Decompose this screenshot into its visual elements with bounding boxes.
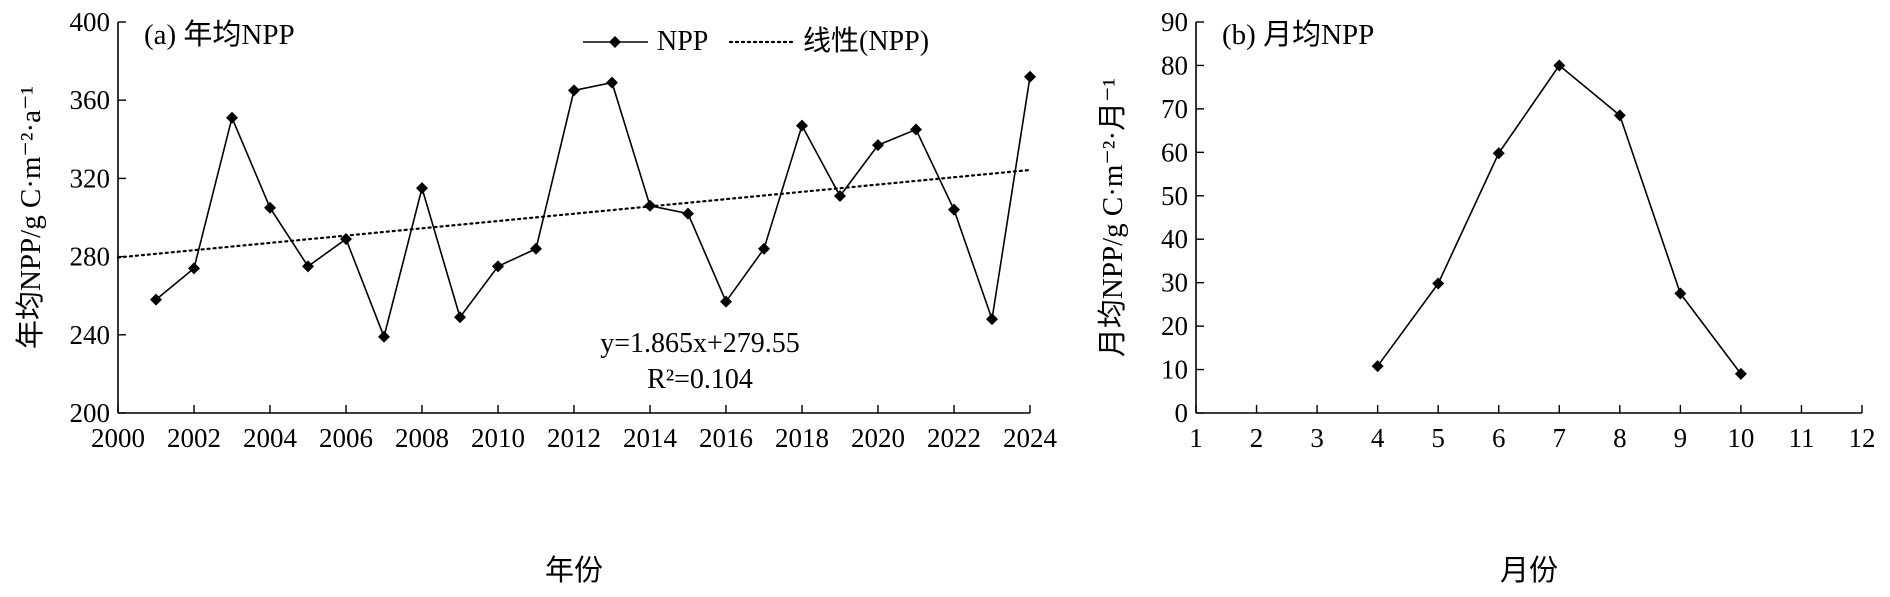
data-point — [796, 119, 808, 132]
x-tick-label: 2022 — [927, 423, 981, 453]
x-tick-label: 9 — [1674, 423, 1688, 453]
x-tick-label: 2016 — [699, 423, 753, 453]
x-axis-title: 年份 — [545, 554, 603, 587]
x-tick-label: 11 — [1788, 423, 1814, 453]
y-tick-label: 60 — [1161, 137, 1188, 167]
data-point — [1024, 70, 1036, 83]
x-tick-label: 5 — [1431, 423, 1445, 453]
data-point — [340, 233, 352, 246]
y-axis-title: 年均NPP/g C·m⁻²·a⁻¹ — [14, 86, 47, 349]
x-axis-title: 月份 — [1500, 554, 1558, 587]
r-squared: R²=0.104 — [647, 364, 753, 395]
x-tick-label: 3 — [1310, 423, 1324, 453]
regression-equation: y=1.865x+279.55 — [600, 328, 800, 359]
y-tick-label: 280 — [70, 242, 111, 272]
x-tick-label: 2024 — [1003, 423, 1058, 453]
data-point — [492, 260, 504, 273]
data-point — [568, 84, 580, 97]
y-tick-label: 0 — [1175, 398, 1189, 428]
x-tick-label: 8 — [1613, 423, 1627, 453]
x-tick-label: 2014 — [623, 423, 678, 453]
data-point — [1371, 360, 1384, 373]
x-tick-label: 7 — [1553, 423, 1567, 453]
legend-label-linear: 线性(NPP) — [803, 25, 929, 57]
x-tick-label: 6 — [1492, 423, 1506, 453]
x-tick-label: 2010 — [471, 423, 525, 453]
x-tick-label: 2018 — [775, 423, 829, 453]
data-point — [1734, 367, 1747, 380]
data-point — [150, 293, 162, 306]
series-line — [155, 76, 1031, 340]
x-tick-label: 2 — [1250, 423, 1264, 453]
data-point — [1553, 59, 1566, 72]
y-tick-label: 240 — [70, 320, 111, 350]
panel-title: (a) 年均NPP — [144, 18, 295, 51]
y-tick-label: 70 — [1161, 94, 1188, 124]
data-point — [1674, 287, 1687, 300]
y-tick-label: 10 — [1161, 355, 1188, 385]
data-point — [720, 295, 732, 308]
x-tick-label: 2002 — [167, 423, 221, 453]
x-tick-label: 2008 — [395, 423, 449, 453]
data-point — [1613, 109, 1626, 122]
panel-title: (b) 月均NPP — [1222, 18, 1374, 51]
x-tick-label: 1 — [1189, 423, 1203, 453]
y-tick-label: 320 — [70, 163, 111, 193]
y-tick-label: 40 — [1161, 224, 1188, 254]
x-tick-label: 2020 — [851, 423, 905, 453]
data-point — [834, 189, 846, 202]
x-tick-label: 2004 — [243, 423, 298, 453]
panel-annual-npp: 200 240 280 320 360 400 2000 2002 2004 2006 2008 20… — [14, 7, 1058, 587]
series-line — [1376, 64, 1742, 375]
data-point — [606, 76, 618, 89]
x-tick-label: 4 — [1371, 423, 1385, 453]
data-point — [758, 242, 770, 255]
data-point — [910, 123, 922, 136]
y-tick-label: 360 — [70, 85, 111, 115]
x-tick-label: 2012 — [547, 423, 601, 453]
data-point — [872, 139, 884, 152]
x-tick-label: 2006 — [319, 423, 373, 453]
data-point — [1432, 277, 1445, 290]
x-tick-label: 10 — [1727, 423, 1754, 453]
y-tick-label: 400 — [70, 7, 111, 37]
legend-label-npp: NPP — [657, 26, 708, 57]
y-tick-label: 50 — [1161, 181, 1188, 211]
y-tick-label: 30 — [1161, 268, 1188, 298]
data-point — [416, 182, 428, 195]
x-tick-label: 12 — [1849, 423, 1876, 453]
y-axis-title: 月均NPP/g C·m⁻²·月⁻¹ — [1096, 78, 1129, 357]
data-point — [378, 330, 390, 343]
x-tick-label: 2000 — [91, 423, 145, 453]
data-point — [188, 262, 200, 275]
data-point — [454, 311, 466, 324]
data-point — [948, 203, 960, 216]
y-tick-label: 200 — [70, 398, 111, 428]
data-point — [682, 207, 694, 220]
y-tick-label: 20 — [1161, 311, 1188, 341]
data-point — [302, 260, 314, 273]
data-point — [530, 242, 542, 255]
data-point — [1492, 147, 1505, 160]
y-tick-label: 90 — [1161, 7, 1188, 37]
data-point — [264, 201, 276, 214]
data-point — [986, 313, 998, 326]
data-point — [226, 111, 238, 124]
legend-marker-npp — [609, 36, 621, 48]
trend-line — [116, 168, 1032, 259]
y-tick-label: 80 — [1161, 50, 1188, 80]
legend: NPP 线性(NPP) — [583, 25, 929, 57]
